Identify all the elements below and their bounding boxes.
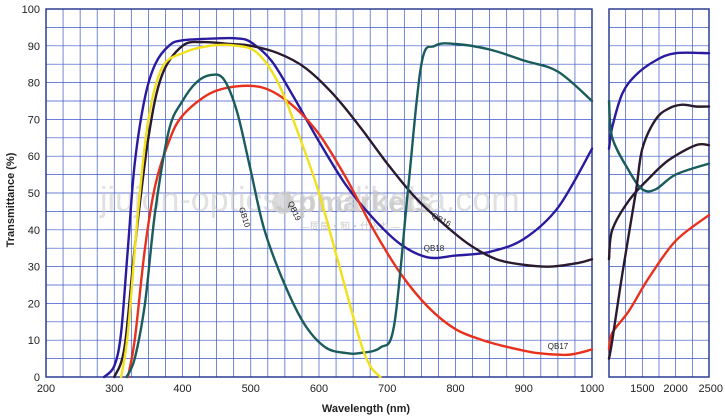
series-qb19-line [119, 43, 382, 379]
x-tick-label: 800 [446, 383, 464, 395]
panel-frame-2 [608, 8, 710, 378]
x-tick-label: 300 [105, 383, 123, 395]
y-tick-label: 60 [28, 151, 40, 163]
watermark-domain-text: jiujon-optics.en.alibaba.com [99, 181, 520, 219]
panel-frame-1 [45, 8, 593, 378]
series-label-qb18: QB18 [424, 244, 445, 253]
x-tick-label: 1000 [580, 383, 604, 395]
x-axis-title: Wavelength (nm) [322, 403, 411, 415]
watermark-brand-subtitle: —問屋・卸・仕入れ— [300, 220, 400, 233]
y-tick-label: 90 [28, 41, 40, 53]
grid [45, 8, 710, 378]
series-label-qb17: QB17 [548, 342, 569, 351]
series [102, 36, 711, 379]
watermark-logo-icon [272, 192, 294, 214]
y-tick-label: 30 [28, 262, 40, 274]
y-tick-label: 100 [22, 4, 40, 16]
x-tick-label: 2000 [663, 383, 687, 395]
series-qb17-line-nir [607, 213, 711, 351]
x-tick-label: 400 [173, 383, 191, 395]
x-tick-label: 1500 [630, 383, 654, 395]
x-tick-label: 700 [378, 383, 396, 395]
tick-labels: 0 10 20 30 40 50 60 70 80 90 100 200 300 400 500 600 700… [22, 4, 723, 395]
series-qb17-line [126, 84, 594, 379]
y-tick-label: 40 [28, 225, 40, 237]
y-axis-title: Transmittance (%) [5, 152, 17, 247]
x-tick-label: 200 [37, 383, 55, 395]
series-gb10-line-nir [607, 99, 711, 193]
x-tick-label: 500 [242, 383, 260, 395]
y-tick-label: 50 [28, 188, 40, 200]
y-tick-label: 70 [28, 114, 40, 126]
x-tick-label: 900 [515, 383, 533, 395]
series-qb18-line [102, 36, 594, 379]
y-tick-label: 20 [28, 298, 40, 310]
y-tick-label: 80 [28, 78, 40, 90]
series-qb20-line-nir [607, 103, 711, 360]
series-qb16-line [113, 40, 594, 379]
series-gb10-line [125, 42, 594, 379]
watermark-brand-j: J [276, 186, 293, 219]
plot-frames [45, 8, 710, 378]
x-tick-label: 2500 [699, 383, 723, 395]
y-tick-label: 0 [34, 372, 40, 384]
series-qb16-line-nir [607, 142, 711, 261]
x-tick-label: 600 [310, 383, 328, 395]
series-qb18-line-nir [607, 51, 711, 150]
y-tick-label: 10 [28, 335, 40, 347]
